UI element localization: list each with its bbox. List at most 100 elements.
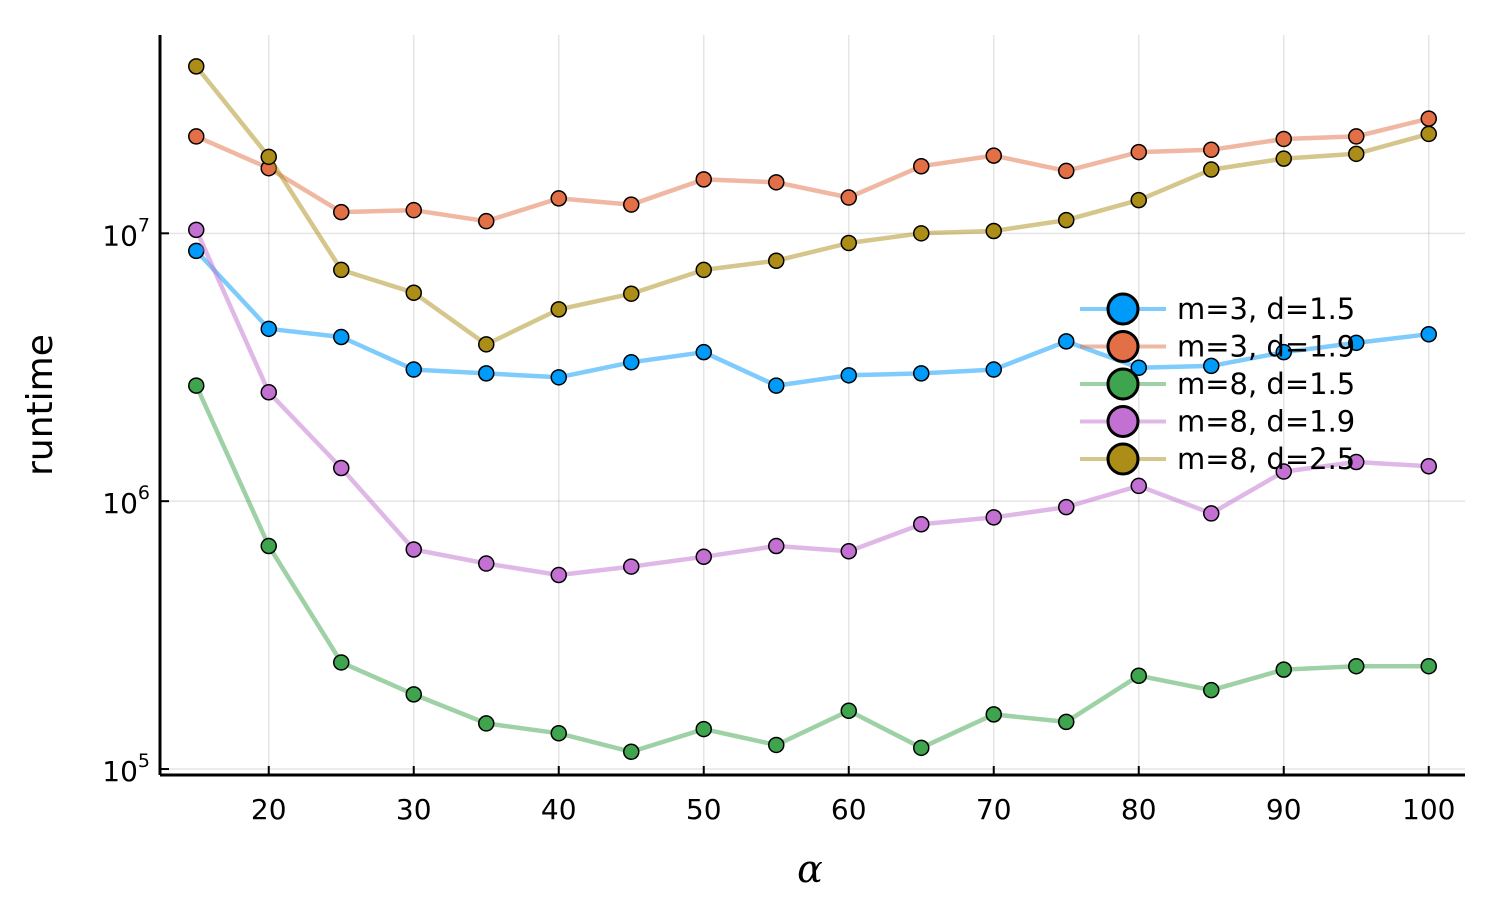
series-line <box>194 64 1430 347</box>
legend-label: m=8, d=2.5 <box>1177 442 1355 476</box>
data-point <box>1420 657 1437 675</box>
legend-item: m=8, d=2.5 <box>1080 442 1355 476</box>
data-point <box>1275 661 1292 678</box>
data-point <box>695 261 712 279</box>
data-point <box>623 285 640 302</box>
data-point <box>478 212 495 230</box>
data-point <box>695 548 712 566</box>
data-point <box>550 190 567 207</box>
y-tick-label: 107 <box>102 214 150 252</box>
data-point <box>768 174 785 191</box>
data-point <box>1203 141 1220 159</box>
data-point <box>623 558 640 575</box>
tick-labels: 20 30 40 50 60 70 80 90 100 105 106 107 <box>102 214 1455 826</box>
data-point <box>695 720 712 738</box>
legend-item: m=8, d=1.5 <box>1080 367 1355 401</box>
data-point <box>913 365 930 382</box>
data-point <box>1203 681 1220 699</box>
data-point <box>1348 145 1365 163</box>
data-point <box>333 654 350 671</box>
series-line <box>194 249 1430 388</box>
data-point <box>478 336 495 353</box>
data-point <box>695 171 712 188</box>
data-point <box>1203 161 1220 178</box>
series-5 <box>188 58 1437 353</box>
data-point <box>1130 477 1147 495</box>
data-point <box>1275 150 1292 167</box>
series-layer <box>188 58 1437 761</box>
data-point <box>188 128 205 145</box>
series-line <box>195 116 1430 224</box>
data-point <box>333 203 350 221</box>
data-point <box>333 328 350 346</box>
data-point <box>188 377 205 394</box>
data-point <box>1348 334 1365 352</box>
data-point <box>623 354 640 371</box>
data-point <box>1275 130 1292 148</box>
legend-marker <box>1106 405 1140 438</box>
legend-marker <box>1106 442 1140 476</box>
data-point <box>1203 357 1220 375</box>
data-point <box>188 221 205 239</box>
legend-item: m=3, d=1.9 <box>1080 330 1355 364</box>
data-point <box>985 706 1002 723</box>
y-tick-label: 105 <box>102 750 150 788</box>
data-point <box>405 284 422 301</box>
x-tick-label: 70 <box>976 793 1012 826</box>
x-tick-label: 90 <box>1266 793 1302 826</box>
series-1 <box>188 242 1437 394</box>
data-point <box>1420 110 1437 127</box>
data-point <box>1203 505 1220 522</box>
data-point <box>260 148 277 166</box>
data-point <box>623 196 640 213</box>
data-point <box>768 377 785 394</box>
x-tick-label: 80 <box>1121 793 1157 826</box>
data-point <box>1130 191 1147 209</box>
data-point <box>1058 162 1075 180</box>
legend-label: m=8, d=1.5 <box>1177 367 1355 401</box>
data-point <box>405 686 422 703</box>
data-point <box>405 201 422 219</box>
data-point <box>550 369 567 386</box>
series-3 <box>188 377 1437 761</box>
legend: m=3, d=1.5 m=3, d=1.9m=8, d=1.5 m=8, d=1.9… <box>1080 292 1355 476</box>
series-2 <box>188 110 1437 230</box>
data-point <box>1058 211 1075 229</box>
x-tick-label: 30 <box>396 793 432 826</box>
data-point <box>695 343 712 361</box>
data-point <box>1058 333 1075 350</box>
data-point <box>333 459 350 477</box>
data-point <box>478 555 495 572</box>
data-point <box>1275 343 1292 361</box>
data-point <box>1348 453 1365 471</box>
data-point <box>840 367 857 384</box>
data-point <box>985 222 1002 240</box>
legend-label: m=8, d=1.9 <box>1177 405 1355 439</box>
data-point <box>1275 463 1292 480</box>
data-point <box>1420 458 1437 475</box>
legend-marker <box>1106 367 1140 401</box>
x-tick-label: 40 <box>541 793 577 826</box>
data-point <box>1130 359 1147 376</box>
y-tick-label: 106 <box>102 482 150 520</box>
axes <box>158 35 1465 777</box>
data-point <box>1420 325 1437 343</box>
data-point <box>913 516 930 533</box>
data-point <box>260 384 277 401</box>
data-point <box>913 225 930 242</box>
data-point <box>768 736 785 754</box>
data-point <box>550 725 567 742</box>
series-4 <box>188 221 1437 584</box>
data-point <box>405 361 422 378</box>
data-point <box>550 566 567 584</box>
y-axis-label: runtime <box>20 334 61 476</box>
data-point <box>405 541 422 558</box>
legend-label: m=3, d=1.9 <box>1177 330 1355 364</box>
legend-item: m=8, d=1.9 <box>1080 405 1355 439</box>
data-point <box>1348 657 1365 675</box>
data-point <box>1130 143 1147 161</box>
data-point <box>840 234 857 252</box>
data-point <box>188 58 205 75</box>
legend-marker <box>1106 292 1140 326</box>
